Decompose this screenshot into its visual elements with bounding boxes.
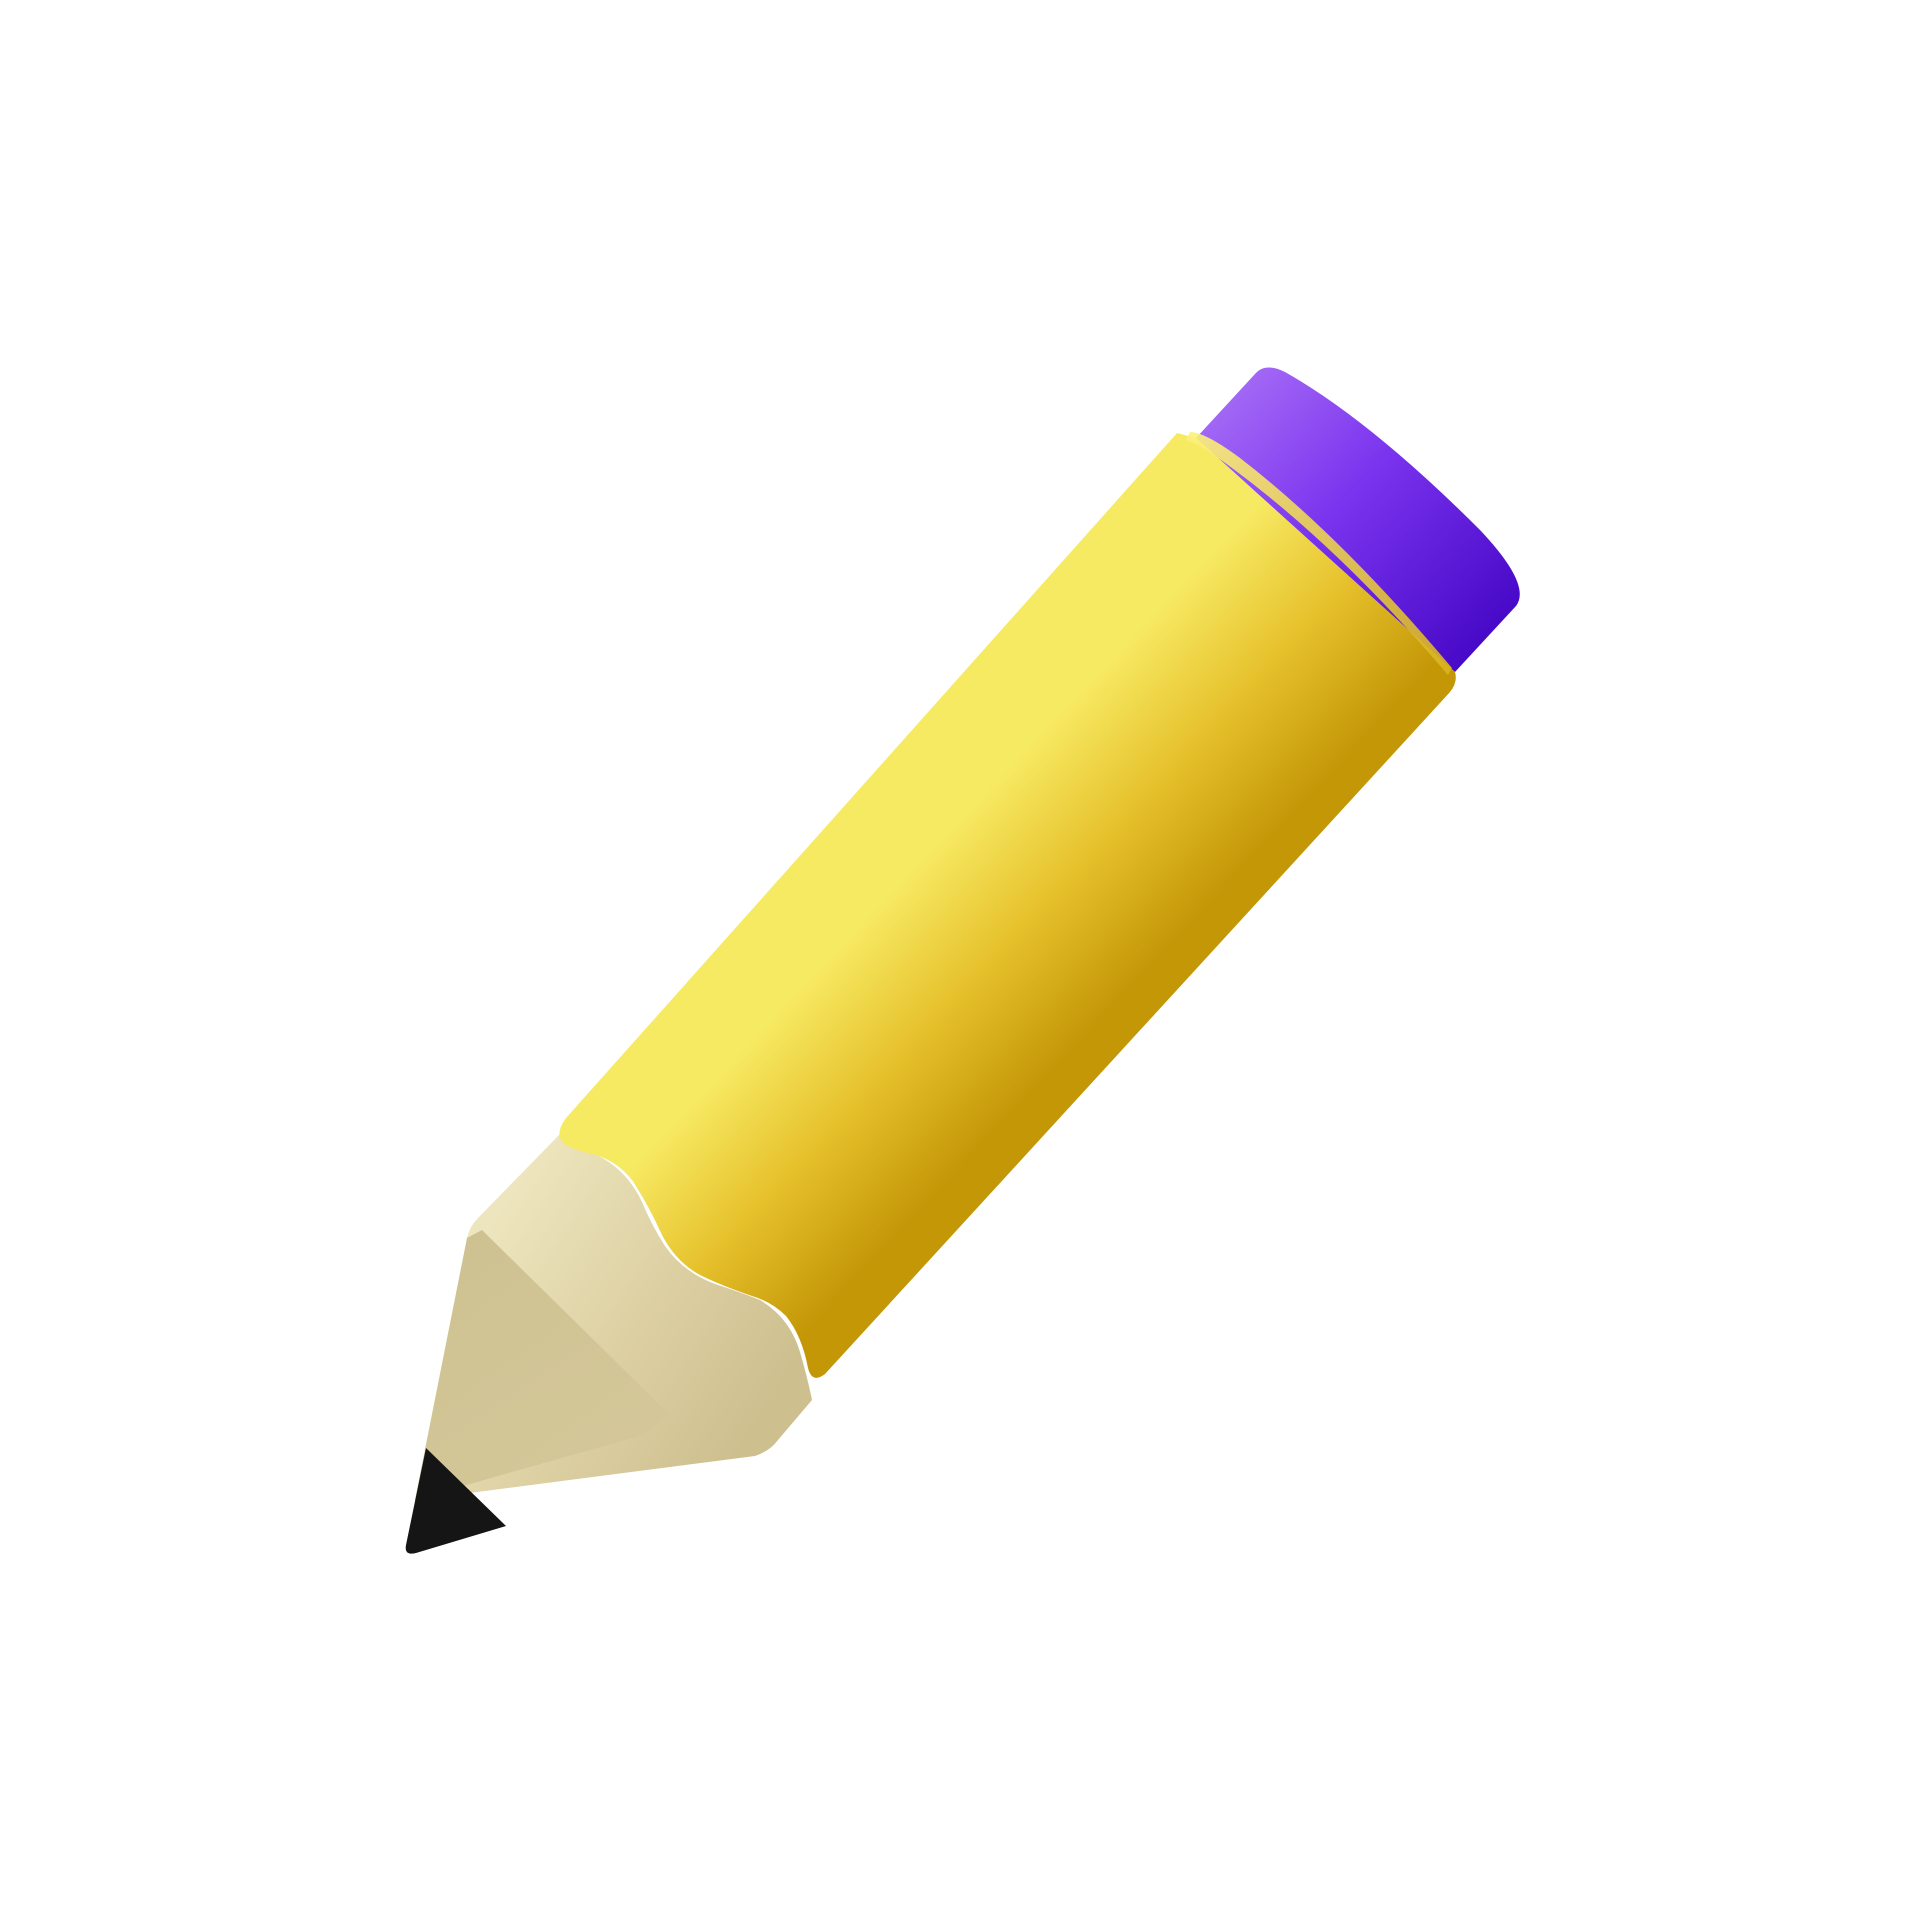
lead-tip	[405, 1448, 506, 1554]
pencil-body	[559, 433, 1456, 1378]
wood-facet	[415, 1230, 670, 1500]
eraser	[1196, 367, 1520, 672]
